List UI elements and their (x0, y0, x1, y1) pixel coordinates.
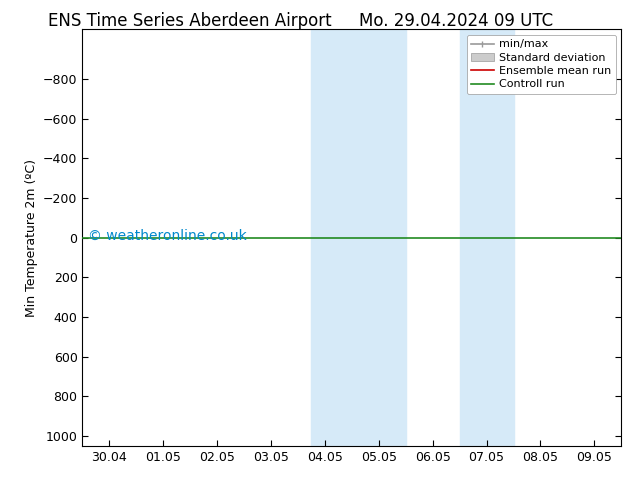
Legend: min/max, Standard deviation, Ensemble mean run, Controll run: min/max, Standard deviation, Ensemble me… (467, 35, 616, 94)
Bar (460, 29, 514, 446)
Bar (311, 29, 406, 446)
Text: Mo. 29.04.2024 09 UTC: Mo. 29.04.2024 09 UTC (359, 12, 553, 30)
Y-axis label: Min Temperature 2m (ºC): Min Temperature 2m (ºC) (25, 159, 37, 317)
Text: © weatheronline.co.uk: © weatheronline.co.uk (87, 228, 247, 243)
Text: ENS Time Series Aberdeen Airport: ENS Time Series Aberdeen Airport (48, 12, 332, 30)
